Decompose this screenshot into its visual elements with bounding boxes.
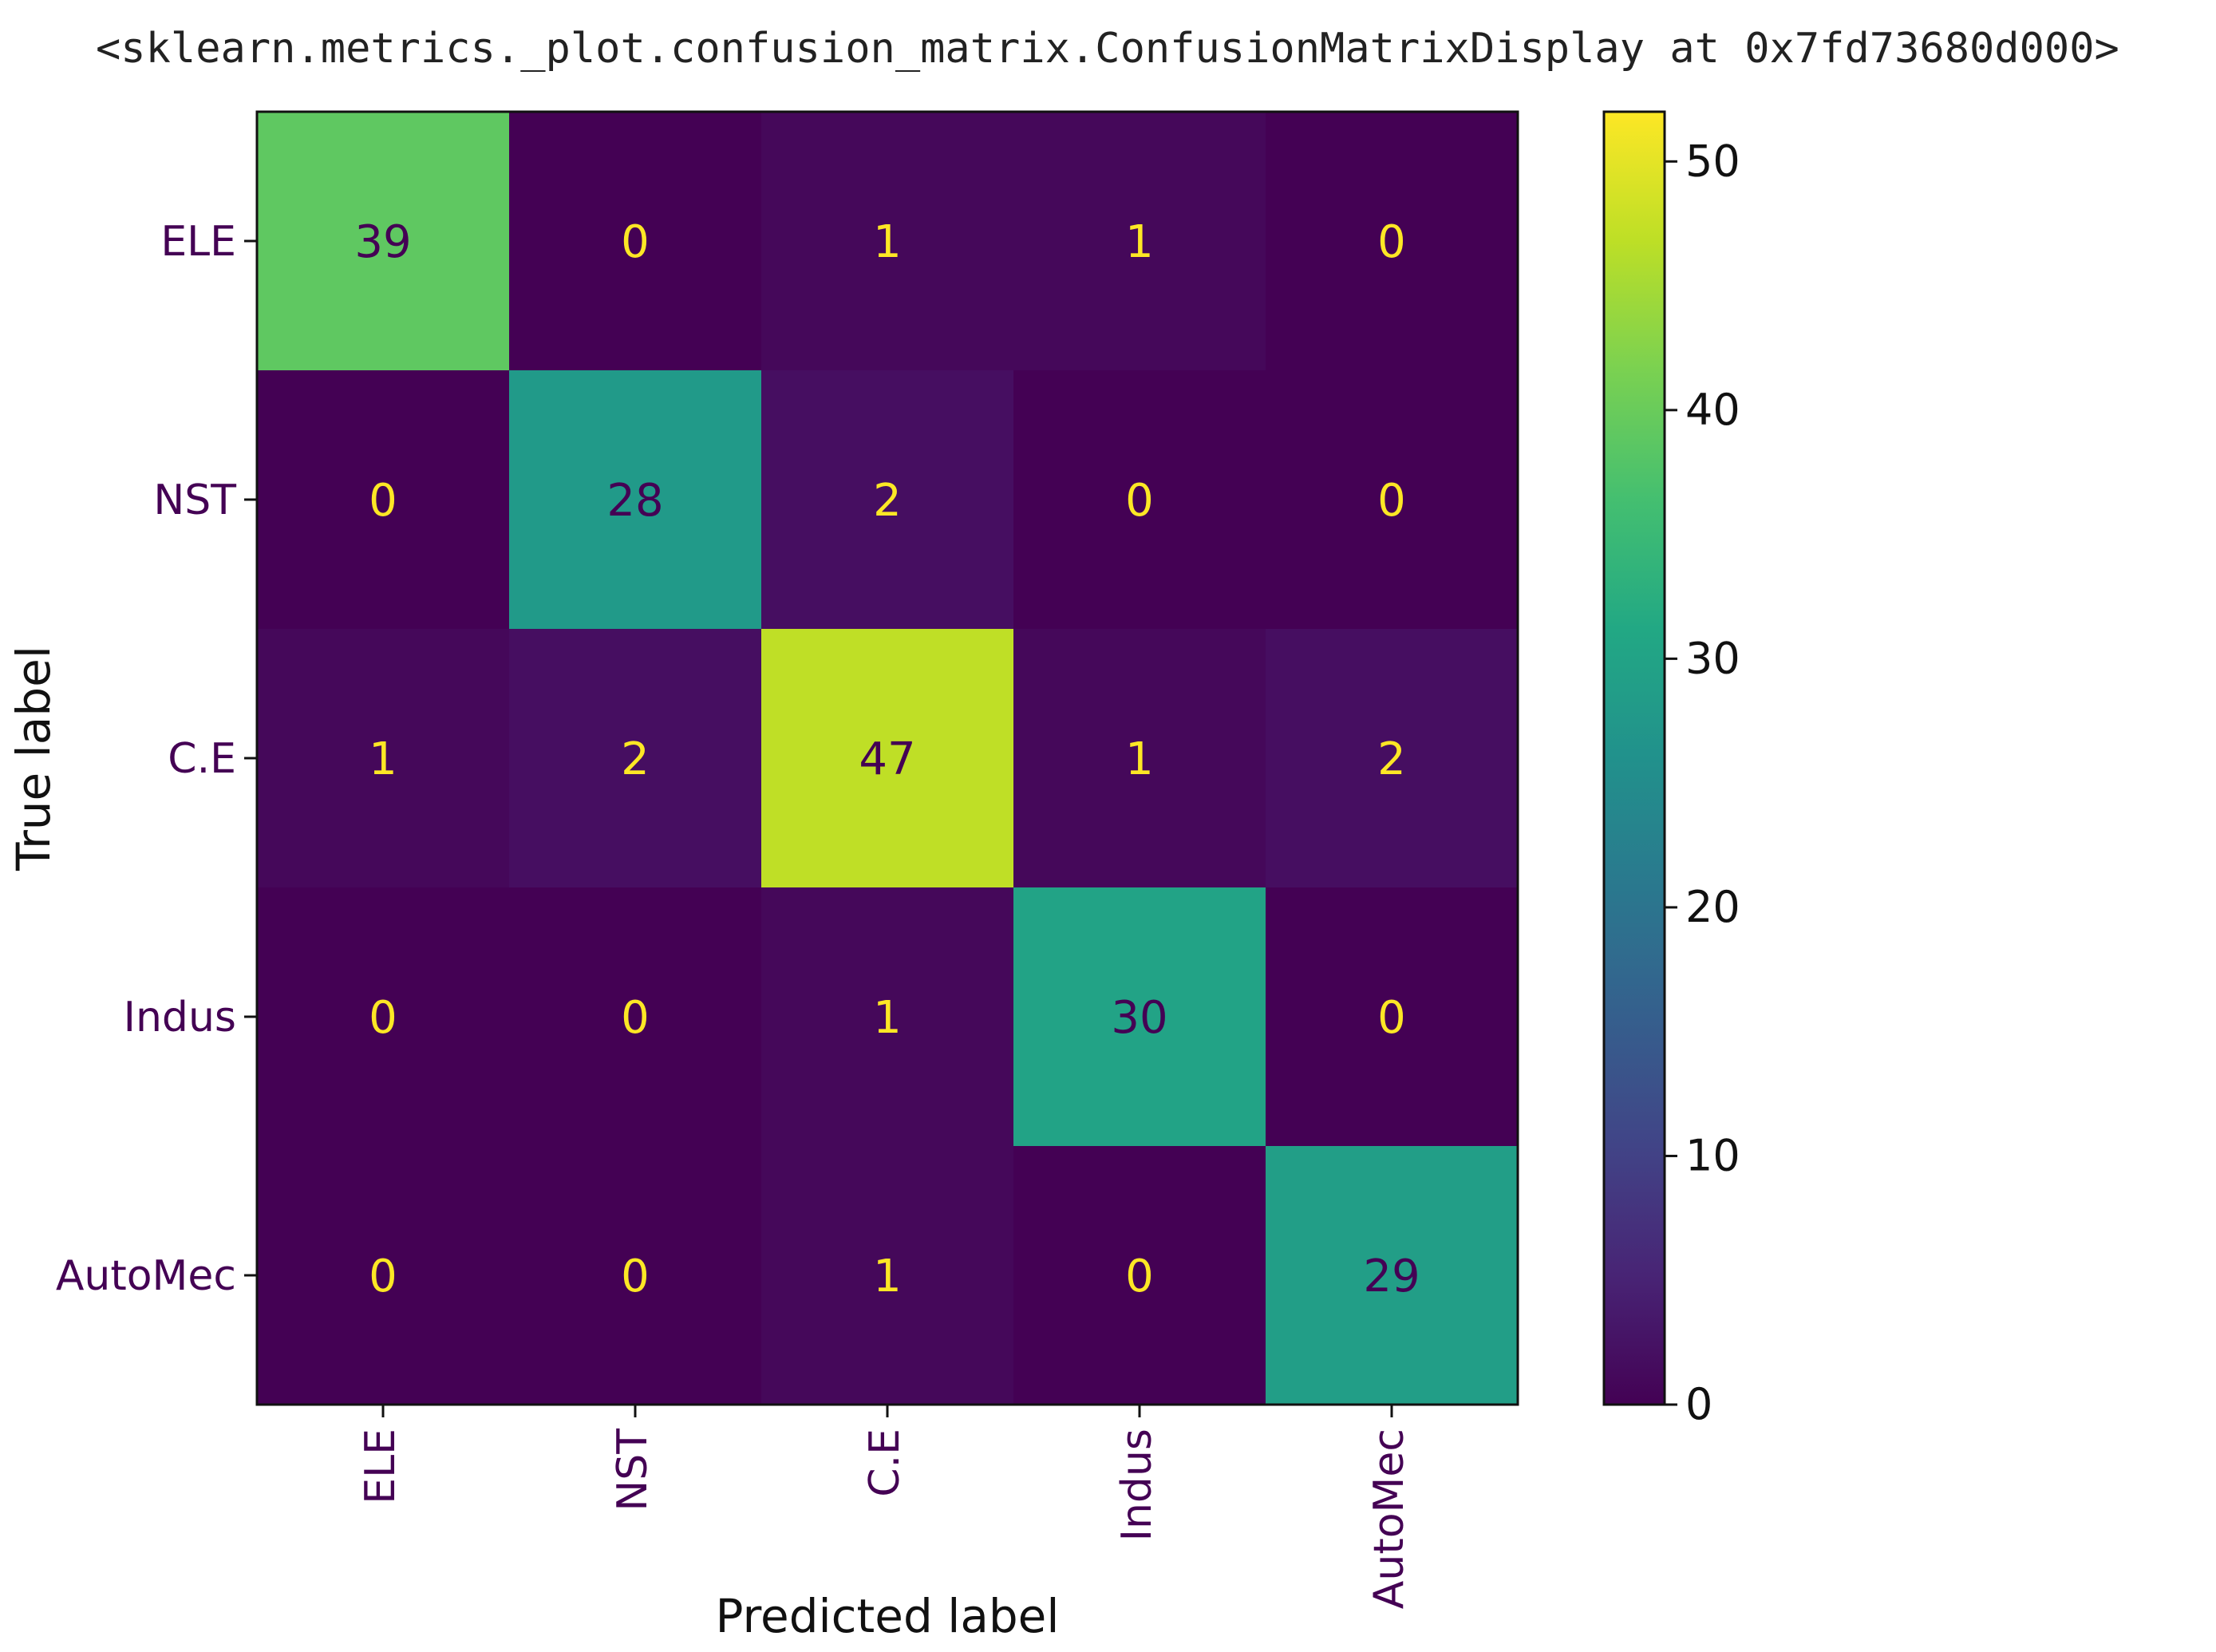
heatmap-cell-r2-c0 bbox=[257, 629, 510, 888]
cell-value-r4-c0: 0 bbox=[369, 1251, 397, 1302]
cell-value-r3-c4: 0 bbox=[1377, 992, 1406, 1044]
heatmap-cell-r0-c0 bbox=[257, 112, 510, 371]
heatmap-cell-r2-c4 bbox=[1266, 629, 1519, 888]
cell-value-r2-c1: 2 bbox=[621, 733, 650, 785]
cell-value-r0-c3: 1 bbox=[1125, 216, 1154, 268]
colorbar-tick-label-4: 40 bbox=[1685, 385, 1740, 435]
heatmap-cell-r4-c1 bbox=[509, 1146, 762, 1405]
heatmap-cell-r4-c3 bbox=[1013, 1146, 1266, 1405]
colorbar-tick-label-0: 0 bbox=[1685, 1379, 1712, 1429]
heatmap-cell-r3-c0 bbox=[257, 887, 510, 1147]
cell-value-r0-c0: 39 bbox=[354, 216, 411, 268]
heatmap-cell-r3-c2 bbox=[761, 887, 1014, 1147]
cell-value-r4-c1: 0 bbox=[621, 1251, 650, 1302]
x-tick-label-0: ELE bbox=[357, 1429, 405, 1504]
y-tick-label-3: Indus bbox=[124, 994, 236, 1041]
heatmap-cell-r4-c2 bbox=[761, 1146, 1014, 1405]
heatmap-cell-r3-c4 bbox=[1266, 887, 1519, 1147]
cell-value-r1-c1: 28 bbox=[606, 475, 663, 527]
y-tick-label-2: C.E bbox=[168, 735, 236, 783]
y-tick-label-1: NST bbox=[153, 476, 236, 524]
cell-value-r4-c4: 29 bbox=[1363, 1251, 1420, 1302]
cell-value-r2-c0: 1 bbox=[369, 733, 397, 785]
cell-value-r3-c0: 0 bbox=[369, 992, 397, 1044]
heatmap-cell-r2-c2 bbox=[761, 629, 1014, 888]
x-tick-label-4: AutoMec bbox=[1365, 1429, 1413, 1609]
colorbar-tick-label-3: 30 bbox=[1685, 633, 1740, 683]
repr-output-text: <sklearn.metrics._plot.confusion_matrix.… bbox=[96, 25, 2119, 73]
cell-value-r4-c2: 1 bbox=[873, 1251, 902, 1302]
cell-value-r3-c2: 1 bbox=[873, 992, 902, 1044]
heatmap-cell-r1-c3 bbox=[1013, 370, 1266, 630]
heatmap-cell-r1-c0 bbox=[257, 370, 510, 630]
y-axis-title: True label bbox=[6, 646, 61, 871]
heatmap-cell-r1-c4 bbox=[1266, 370, 1519, 630]
heatmap-cell-r0-c4 bbox=[1266, 112, 1519, 371]
x-axis-title: Predicted label bbox=[716, 1589, 1060, 1643]
heatmap-cell-r3-c1 bbox=[509, 887, 762, 1147]
cell-value-r3-c3: 30 bbox=[1111, 992, 1167, 1044]
cell-value-r0-c4: 0 bbox=[1377, 216, 1406, 268]
heatmap-cell-r0-c2 bbox=[761, 112, 1014, 371]
cell-value-r4-c3: 0 bbox=[1125, 1251, 1154, 1302]
heatmap-cell-r1-c2 bbox=[761, 370, 1014, 630]
heatmap-cell-r1-c1 bbox=[509, 370, 762, 630]
colorbar-tick-label-5: 50 bbox=[1685, 136, 1740, 186]
colorbar-tick-label-2: 20 bbox=[1685, 882, 1740, 932]
heatmap-cell-r4-c0 bbox=[257, 1146, 510, 1405]
heatmap-cell-r2-c3 bbox=[1013, 629, 1266, 888]
heatmap-cell-r4-c4 bbox=[1266, 1146, 1519, 1405]
y-tick-label-4: AutoMec bbox=[56, 1252, 236, 1300]
cell-value-r2-c3: 1 bbox=[1125, 733, 1154, 785]
x-tick-label-2: C.E bbox=[861, 1429, 909, 1497]
colorbar-tick-label-1: 10 bbox=[1685, 1130, 1740, 1180]
heatmap-cell-r2-c1 bbox=[509, 629, 762, 888]
cell-value-r0-c1: 0 bbox=[621, 216, 650, 268]
heatmap-cell-r3-c3 bbox=[1013, 887, 1266, 1147]
cell-value-r1-c3: 0 bbox=[1125, 475, 1154, 527]
heatmap-cell-r0-c3 bbox=[1013, 112, 1266, 371]
colorbar-gradient bbox=[1602, 110, 1666, 1406]
cell-value-r2-c2: 47 bbox=[859, 733, 915, 785]
y-tick-label-0: ELE bbox=[160, 218, 236, 266]
cell-value-r2-c4: 2 bbox=[1377, 733, 1406, 785]
cell-value-r0-c2: 1 bbox=[873, 216, 902, 268]
cell-value-r1-c0: 0 bbox=[369, 475, 397, 527]
x-tick-label-1: NST bbox=[609, 1429, 657, 1512]
heatmap-cell-r0-c1 bbox=[509, 112, 762, 371]
cell-value-r1-c2: 2 bbox=[873, 475, 902, 527]
cell-value-r1-c4: 0 bbox=[1377, 475, 1406, 527]
x-tick-label-3: Indus bbox=[1113, 1429, 1161, 1541]
cell-value-r3-c1: 0 bbox=[621, 992, 650, 1044]
